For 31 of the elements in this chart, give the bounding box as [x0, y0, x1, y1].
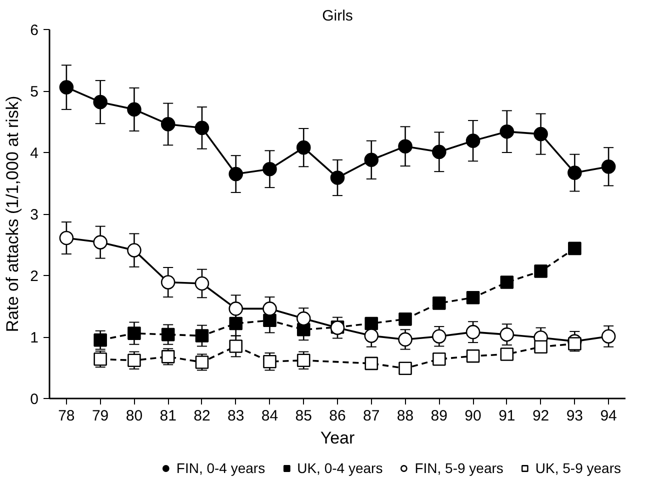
- legend-label: FIN, 5-9 years: [414, 460, 504, 476]
- y-tick-label: 0: [30, 391, 38, 408]
- legend-label: UK, 5-9 years: [535, 460, 621, 476]
- x-tick-label: 91: [498, 408, 516, 424]
- x-tick-label: 92: [532, 408, 550, 424]
- y-tick-label: 3: [30, 206, 38, 224]
- x-tick-label: 79: [92, 408, 109, 424]
- x-tick-label: 94: [600, 408, 617, 424]
- y-tick-label: 4: [30, 145, 38, 162]
- legend-label: FIN, 0-4 years: [176, 460, 266, 476]
- y-tick-label: 2: [30, 268, 38, 285]
- x-tick-label: 86: [329, 408, 346, 424]
- x-tick-label: 81: [160, 408, 176, 424]
- legend-label: UK, 0-4 years: [297, 460, 383, 476]
- x-tick-label: 89: [430, 408, 448, 424]
- x-tick-label: 90: [464, 408, 482, 424]
- x-tick-label: 78: [58, 408, 75, 424]
- x-tick-label: 83: [228, 408, 244, 424]
- y-tick-label: 6: [30, 22, 38, 39]
- x-tick-label: 84: [261, 408, 278, 424]
- x-tick-label: 80: [126, 408, 143, 424]
- y-tick-label: 5: [30, 84, 38, 100]
- x-tick-label: 87: [363, 408, 380, 424]
- x-axis-title: Year: [320, 428, 356, 448]
- y-axis-title: Rate of attacks (1/1,000 at risk): [3, 96, 22, 332]
- x-tick-label: 85: [295, 408, 312, 424]
- y-tick-label: 1: [30, 330, 38, 346]
- x-tick-label: 82: [194, 408, 210, 424]
- chart-title: Girls: [322, 8, 353, 24]
- x-tick-label: 93: [566, 408, 584, 424]
- x-tick-label: 88: [396, 408, 414, 424]
